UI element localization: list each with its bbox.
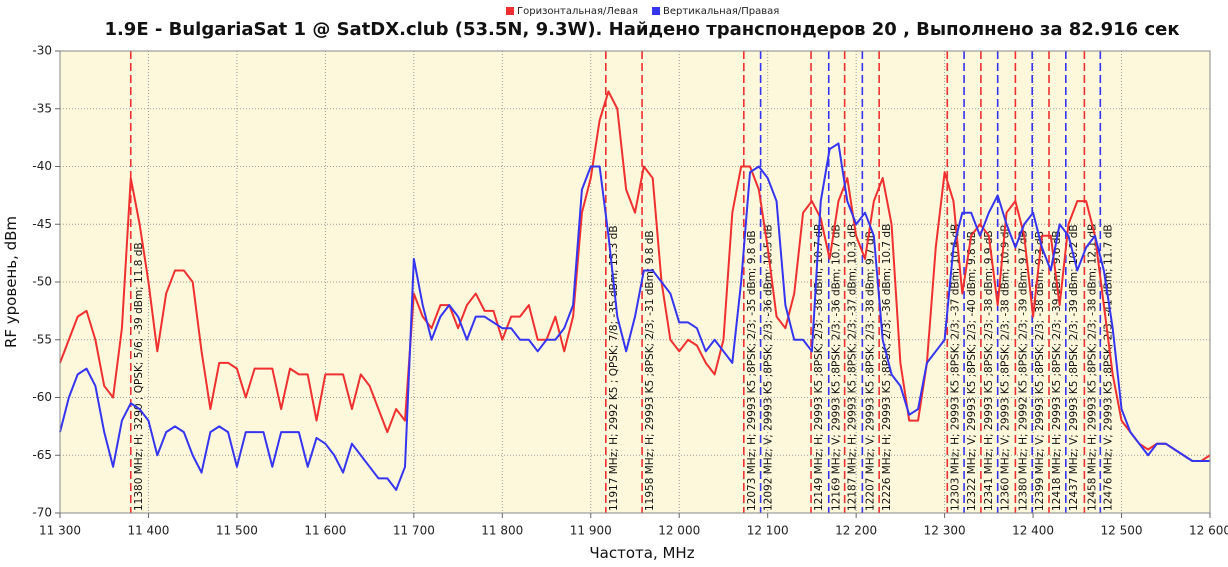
y-tick-label: -70 — [32, 506, 52, 520]
x-tick-label: 12 500 — [1101, 524, 1143, 538]
transponder-label: 12476 MHz; V; 29993 K5 ;8PSK; 2/3; -41 d… — [1102, 224, 1114, 511]
y-tick-label: -55 — [32, 332, 52, 346]
transponder-label: 12437 MHz; V; 29993 K5 ;8PSK; 2/3; -39 d… — [1068, 224, 1080, 511]
y-tick-label: -60 — [32, 390, 52, 404]
transponder-label: 12303 MHz; H; 29993 K5 ;8PSK; 2/3; -37 d… — [949, 224, 961, 511]
y-tick-label: -30 — [32, 44, 52, 58]
transponder-label: 11917 MHz; H; 2992 K5 ; QPSK; 7/8; -35 d… — [608, 225, 620, 511]
transponder-label: 12207 MHz; V; 29993 K5 ;8PSK; 2/3; -38 d… — [864, 231, 876, 511]
y-tick-label: -50 — [32, 275, 52, 289]
grid — [59, 50, 1211, 514]
x-tick-label: 11 500 — [216, 524, 258, 538]
x-axis-label: Частота, MHz — [589, 544, 694, 562]
x-tick-label: 12 000 — [658, 524, 700, 538]
x-tick-label: 12 600 — [1189, 524, 1228, 538]
x-tick-label: 11 900 — [570, 524, 612, 538]
x-tick-label: 12 300 — [924, 524, 966, 538]
x-tick-label: 12 100 — [747, 524, 789, 538]
x-tick-label: 11 300 — [39, 524, 81, 538]
y-tick-label: -45 — [32, 217, 52, 231]
y-tick-label: -65 — [32, 448, 52, 462]
plot-area — [60, 51, 1210, 513]
lines — [59, 90, 1211, 491]
transponder-label: 12418 MHz; H; 29993 K5 ;8PSK; 2/3; -39 d… — [1051, 230, 1063, 511]
y-tick-label: -40 — [32, 159, 52, 173]
y-axis-label: RF уровень, dBm — [2, 216, 20, 348]
transponder-label: 11380 MHz; H; 3290 ; QPSK; 5/6; -39 dBm;… — [133, 242, 145, 511]
transponder-label: 12380 MHz; H; 29992 K5 ;8PSK; 2/3; -39 d… — [1017, 230, 1029, 511]
transponder-label: 12399 MHz; V; 29993 K5 ;8PSK; 2/3; -38 d… — [1034, 231, 1046, 511]
transponder-label: 11958 MHz; H; 29993 K5 ;8PSK; 2/3; -31 d… — [644, 230, 656, 511]
x-tick-label: 11 700 — [393, 524, 435, 538]
y-tick-label: -35 — [32, 101, 52, 115]
transponder-label: 12149 MHz; H; 29993 K5 ;8PSK; 2/3; -38 d… — [813, 224, 825, 511]
x-tick-label: 11 800 — [481, 524, 523, 538]
transponder-label: 12169 MHz; V; 29993 K5 ;8PSK; 2/3; -36 d… — [831, 224, 843, 511]
annotations: 11380 MHz; H; 3290 ; QPSK; 5/6; -39 dBm;… — [129, 51, 1114, 513]
transponder-label: 12360 MHz; V; 29993 K5 ;8PSK; 2/3; -38 d… — [1000, 224, 1012, 511]
transponder-label: 12341 MHz; H; 29993 K5 ;8PSK; 2/3; -38 d… — [983, 230, 995, 511]
legend-swatch — [652, 7, 661, 15]
transponder-label: 12073 MHz; H; 29993 K5 ;8PSK; 2/3; -35 d… — [746, 230, 758, 511]
series-line — [59, 142, 1210, 491]
transponder-label: 12322 MHz; V; 29993 K5 ;8PSK; 2/3; -40 d… — [966, 231, 978, 511]
chart-title: 1.9E - BulgariaSat 1 @ SatDX.club (53.5N… — [104, 19, 1179, 40]
transponder-label: 12187 MHz; H; 29993 K5 ;8PSK; 2/3; -37 d… — [847, 224, 859, 511]
legend-label: Горизонтальная/Левая — [517, 6, 638, 17]
legend-swatch — [506, 7, 514, 15]
legend-label: Вертикальная/Правая — [663, 6, 779, 17]
transponder-label: 12458 MHz; H; 29993 K5 ;8PSK; 2/3; -38 d… — [1086, 224, 1098, 511]
x-tick-label: 12 400 — [1012, 524, 1054, 538]
x-tick-label: 11 400 — [127, 524, 169, 538]
series-line — [59, 90, 1211, 463]
transponder-label: 12226 MHz; H; 29993 K5 ;8PSK; 2/3; -36 d… — [881, 224, 893, 511]
transponder-label: 12092 MHz; V; 29993 K5 ;8PSK; 2/3; -36 d… — [763, 224, 775, 511]
legend: Горизонтальная/Левая Вертикальная/Правая — [506, 6, 779, 17]
x-tick-label: 11 600 — [304, 524, 346, 538]
x-tick-label: 12 200 — [835, 524, 877, 538]
